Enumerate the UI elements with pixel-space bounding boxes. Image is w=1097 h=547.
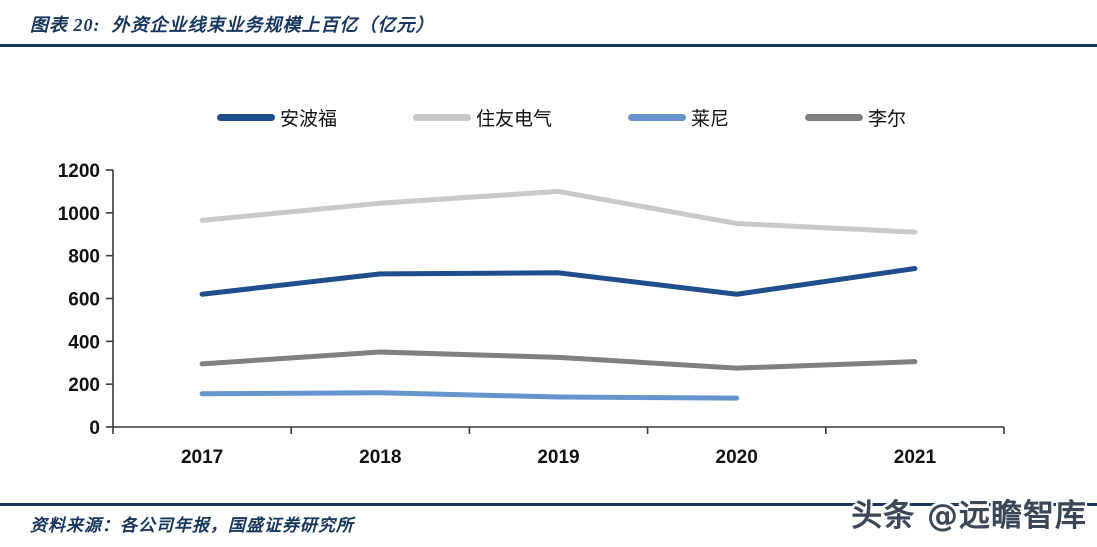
x-tick-label: 2020	[716, 447, 758, 468]
legend-label: 住友电气	[476, 109, 553, 130]
legend-label: 安波福	[280, 109, 338, 130]
legend-item: 莱尼	[628, 104, 729, 131]
y-tick-label: 1000	[58, 204, 100, 225]
axes	[112, 170, 1004, 428]
legend-item: 李尔	[805, 104, 906, 131]
title-divider	[0, 44, 1097, 47]
x-tick-label: 2019	[537, 447, 579, 468]
legend-swatch	[217, 114, 275, 121]
legend-swatch	[413, 114, 472, 121]
series-line	[199, 390, 740, 401]
legend-label: 莱尼	[691, 109, 730, 130]
footer-divider	[0, 503, 1097, 506]
legend-label: 李尔	[868, 109, 907, 130]
legend-item: 住友电气	[413, 104, 552, 131]
legend-swatch	[805, 114, 864, 121]
series-line	[199, 349, 918, 371]
x-tick-label: 2021	[894, 447, 937, 468]
y-tick-label: 1200	[58, 161, 100, 182]
y-tick-label: 600	[68, 290, 100, 311]
series-line	[199, 188, 918, 235]
legend-item: 安波福	[217, 104, 337, 131]
y-tick-label: 0	[89, 418, 100, 439]
x-tick-label: 2017	[181, 447, 223, 468]
watermark: 头条 @远瞻智库	[851, 498, 1087, 534]
legend-swatch	[628, 114, 687, 121]
chart-legend: 安波福 住友电气 莱尼 李尔	[217, 104, 906, 131]
series-line	[199, 266, 918, 297]
y-tick-label: 400	[68, 332, 100, 353]
figure-title: 图表 20: 外资企业线束业务规模上百亿（亿元）	[30, 15, 435, 35]
source-note: 资料来源：各公司年报，国盛证券研究所	[30, 516, 354, 535]
x-tick-label: 2018	[359, 447, 401, 468]
y-tick-label: 200	[68, 375, 100, 396]
y-tick-label: 800	[68, 247, 100, 268]
